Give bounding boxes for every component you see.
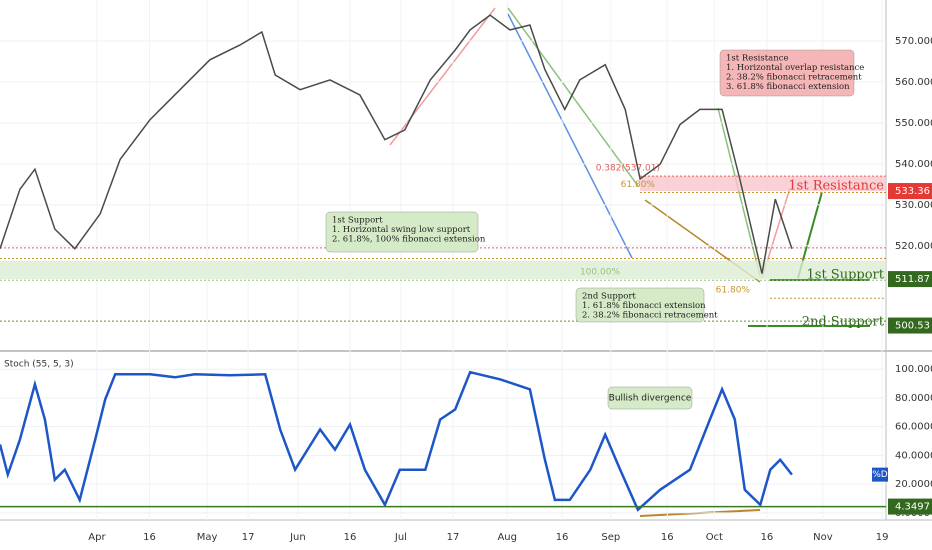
x-tick-label: Oct [706, 532, 723, 543]
annotation-box [325, 211, 479, 253]
annotation-text: 3. 61.8% fibonacci extension [726, 82, 850, 92]
price-tag [888, 317, 932, 334]
annotation-box [719, 49, 855, 97]
y-tick-label: 60.0000 [895, 422, 932, 433]
annotation-text: 1st Resistance [726, 54, 789, 64]
x-tick-label: Aug [497, 532, 517, 543]
x-tick-label: Jun [289, 532, 306, 543]
zone [640, 176, 886, 192]
legend-box [872, 467, 888, 482]
annotation-box [575, 287, 705, 323]
x-tick-label: Apr [88, 532, 106, 543]
y-tick-label: 540.000 [895, 159, 932, 170]
y-tick-label: 20.0000 [895, 479, 932, 490]
series-line [0, 14, 793, 274]
x-tick-label: 16 [143, 532, 156, 543]
x-tick-label: Jul [394, 532, 407, 543]
price-tag [888, 498, 932, 515]
annotation-text: 1. Horizontal overlap resistance [726, 63, 864, 73]
x-tick-label: 17 [242, 532, 255, 543]
price-tag-label: 533.36 [895, 186, 930, 197]
y-tick-label: 530.000 [895, 200, 932, 211]
annotation-text: Bullish divergence [609, 394, 692, 404]
price-tag-label: 511.87 [895, 274, 930, 285]
annotation-box [607, 386, 693, 410]
support-label: 1st Support [807, 268, 885, 283]
y-tick-label: 40.0000 [895, 450, 932, 461]
y-tick-label: 560.000 [895, 77, 932, 88]
x-tick-label: 16 [661, 532, 674, 543]
x-tick-label: 19 [876, 532, 889, 543]
x-tick-label: May [197, 532, 218, 543]
level-label: 61.80% [621, 180, 656, 190]
x-tick-label: Sep [601, 532, 620, 543]
y-tick-label: 80.0000 [895, 393, 932, 404]
annotation-text: 2. 38.2% fibonacci retracement [582, 311, 718, 321]
level-label: 61.80% [716, 286, 751, 296]
legend-label: %D [872, 470, 888, 480]
x-tick-label: 16 [556, 532, 569, 543]
price-tag-label: 4.3497 [895, 502, 930, 513]
price-tag [888, 271, 932, 288]
zone [0, 260, 886, 280]
annotation-text: 1st Support [332, 216, 383, 226]
x-tick-label: 17 [447, 532, 460, 543]
annotation-text: 2. 38.2% fibonacci retracement [726, 73, 862, 83]
y-tick-label: 520.000 [895, 241, 932, 252]
support-label: 2nd Support [802, 315, 885, 330]
level-label: 100.00% [580, 268, 620, 278]
annotation-text: 2. 61.8%, 100% fibonacci extension [332, 235, 486, 245]
x-tick-label: 16 [344, 532, 357, 543]
annotation-text: 1. 61.8% fibonacci extension [582, 301, 706, 311]
resistance-label: 1st Resistance [788, 179, 884, 194]
y-tick-label: 570.000 [895, 36, 932, 47]
series-line [0, 370, 793, 512]
annotation-text: 2nd Support [582, 292, 636, 302]
x-tick-label: 16 [761, 532, 774, 543]
annotation-text: 1. Horizontal swing low support [332, 225, 471, 235]
price-tag-label: 500.53 [895, 321, 930, 332]
pane-title: Stoch (55, 5, 3) [4, 360, 74, 370]
y-tick-label: 100.0000 [895, 364, 932, 375]
y-tick-label: 550.000 [895, 118, 932, 129]
x-tick-label: Nov [813, 532, 833, 543]
price-tag [888, 183, 932, 200]
level-label: 0.382(537.01) [596, 164, 660, 174]
